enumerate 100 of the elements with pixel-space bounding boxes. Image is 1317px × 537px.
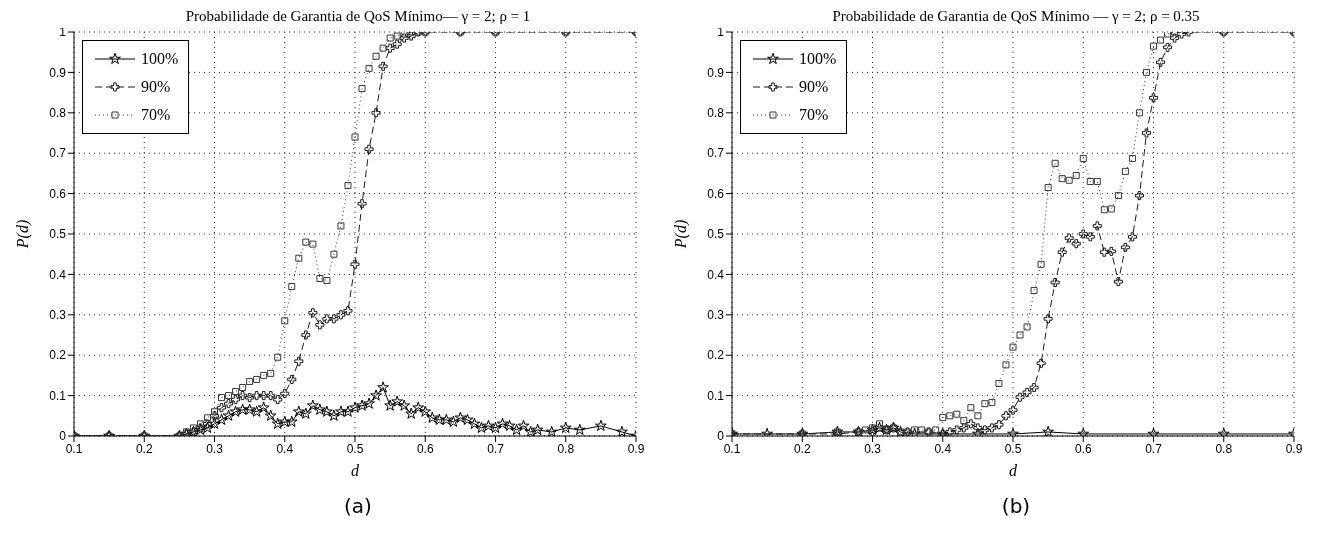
point: [281, 317, 289, 325]
legend-label: 100%: [799, 49, 837, 69]
point: [364, 144, 374, 154]
point: [974, 412, 982, 420]
y-tick-label: 0.6: [707, 186, 725, 201]
point: [1071, 239, 1081, 249]
x-tick-label: 0.7: [1145, 441, 1163, 456]
point: [1120, 242, 1130, 252]
point: [918, 426, 926, 434]
point: [1106, 246, 1116, 256]
point: [866, 423, 879, 436]
point: [267, 369, 275, 377]
y-tick-label: 0.7: [707, 146, 725, 161]
point: [981, 400, 989, 408]
point: [225, 392, 233, 400]
point: [357, 199, 367, 209]
point: [1127, 232, 1137, 242]
x-tick-label: 0.8: [1215, 441, 1233, 456]
point: [953, 410, 961, 418]
point: [1064, 233, 1074, 243]
point: [337, 222, 345, 230]
point: [245, 393, 255, 403]
point: [211, 408, 218, 416]
point: [1156, 57, 1166, 67]
x-axis-title: d: [1009, 462, 1018, 479]
x-tick-label: 0.3: [206, 441, 224, 456]
x-tick-label: 0.3: [864, 441, 882, 456]
point: [1163, 42, 1173, 52]
point: [315, 320, 325, 330]
point: [939, 413, 947, 421]
point: [873, 421, 886, 433]
x-tick-label: 0.8: [557, 441, 575, 456]
point: [378, 61, 388, 71]
point: [1042, 425, 1055, 436]
point: [1113, 277, 1123, 287]
y-tick-label: 0: [59, 429, 67, 444]
x-tick-label: 0.9: [627, 441, 645, 456]
point: [867, 427, 878, 436]
point: [322, 314, 332, 324]
point: [1015, 392, 1025, 402]
legend-label: 100%: [141, 49, 179, 69]
x-tick-label: 0.4: [276, 441, 294, 456]
point: [350, 259, 360, 269]
point: [344, 182, 352, 190]
point: [259, 391, 269, 401]
chart-title: Probabilidade de Garantia de QoS Mínimo — γ = 2; ρ = 0.35: [832, 8, 1200, 24]
y-tick-label: 0.4: [49, 267, 67, 282]
point: [1142, 68, 1150, 76]
point: [329, 314, 339, 324]
point: [1157, 36, 1165, 44]
x-tick-label: 0.5: [346, 441, 364, 456]
y-axis-title: P(d): [13, 219, 32, 250]
point: [1072, 171, 1080, 179]
point: [316, 274, 324, 282]
y-tick-label: 0.3: [707, 308, 725, 323]
point: [253, 375, 261, 383]
point: [288, 283, 296, 291]
point: [966, 419, 976, 429]
point: [1079, 154, 1087, 162]
point: [1050, 277, 1060, 287]
point: [1114, 192, 1122, 200]
point: [946, 412, 954, 420]
point: [371, 108, 381, 118]
legend-label: 70%: [799, 105, 829, 125]
point: [1057, 247, 1067, 257]
text: (b): [1000, 494, 1032, 518]
point: [308, 308, 318, 318]
point: [343, 306, 353, 316]
point: [1099, 247, 1109, 257]
y-tick-label: 0.8: [49, 106, 67, 121]
x-tick-label: 0.2: [793, 441, 811, 456]
point: [238, 391, 248, 401]
point: [260, 371, 268, 379]
x-tick-label: 0.5: [1004, 441, 1022, 456]
point: [323, 276, 331, 284]
point: [379, 44, 387, 52]
point: [365, 64, 373, 72]
point: [400, 32, 408, 38]
point: [274, 353, 282, 361]
point: [336, 310, 346, 320]
point: [280, 389, 290, 399]
point: [973, 423, 983, 433]
legend-label: 90%: [141, 77, 171, 97]
x-tick-label: 0.9: [1285, 441, 1303, 456]
x-tick-label: 0.7: [487, 441, 505, 456]
point: [385, 43, 395, 53]
point: [1078, 229, 1088, 239]
point: [246, 377, 254, 385]
point: [995, 379, 1003, 387]
point: [302, 238, 310, 246]
point: [1029, 382, 1039, 393]
point: [1100, 206, 1108, 214]
point: [1008, 405, 1018, 415]
point: [1093, 177, 1101, 185]
point: [273, 395, 283, 405]
point: [1036, 358, 1046, 368]
point: [1058, 175, 1066, 183]
point: [196, 420, 204, 428]
point: [1044, 184, 1052, 192]
y-tick-label: 0.9: [707, 65, 725, 80]
